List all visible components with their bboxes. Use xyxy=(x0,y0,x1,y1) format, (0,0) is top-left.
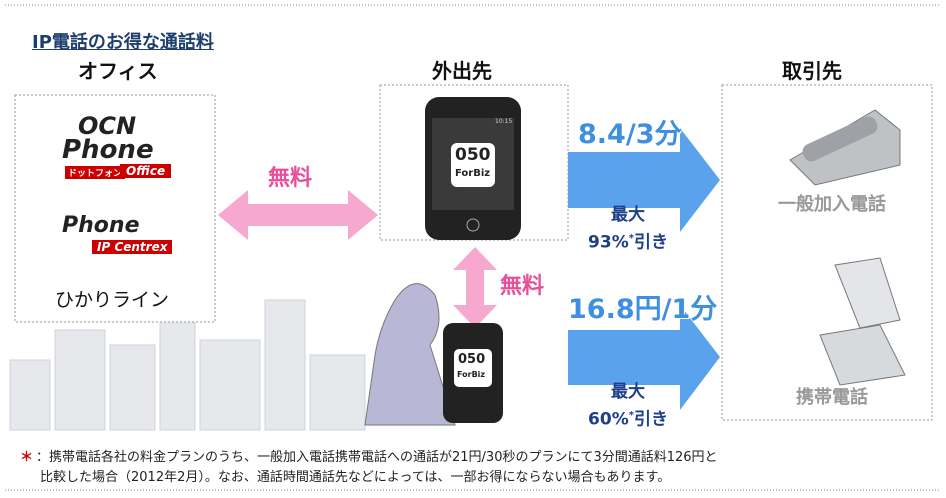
max-label: 最大 xyxy=(578,380,678,404)
rate-price: 16.8円/1分 xyxy=(568,287,717,326)
free-label: 無料 xyxy=(268,160,312,192)
discount: 93% xyxy=(588,233,629,253)
column-label: 外出先 xyxy=(432,55,492,84)
clock: 10:15 xyxy=(495,118,512,125)
footnote-mark: ＊ xyxy=(20,446,33,465)
column-label: オフィス xyxy=(78,55,158,84)
discount-suffix: 引き xyxy=(634,233,668,253)
free-arrow-vertical xyxy=(453,247,497,328)
rate-discount: 最大 60%*引き xyxy=(578,380,678,432)
logo-tag: Office xyxy=(120,164,171,178)
logo-tag: ドットフォン xyxy=(65,166,125,179)
logo-tag: IP Centrex xyxy=(92,240,172,254)
rate-discount: 最大 93%*引き xyxy=(578,203,678,255)
footnote: 比較した場合（2012年2月）。なお、通話時間通話先などによっては、一部お得にな… xyxy=(40,466,670,485)
target-label: 一般加入電話 xyxy=(778,190,886,216)
logo-text: Phone xyxy=(62,213,139,238)
app-name: ForBiz xyxy=(455,168,490,179)
discount-line: 60%*引き xyxy=(578,404,678,432)
person xyxy=(365,284,455,425)
free-arrow-horizontal xyxy=(218,190,378,240)
title: IP電話のお得な通話料 xyxy=(32,28,214,54)
free-label: 無料 xyxy=(500,268,544,300)
footnote: ：携帯電話各社の料金プランのうち、一般加入電話携帯電話への通話が21円/30秒の… xyxy=(36,446,718,465)
rate-price: 8.4/3分 xyxy=(578,112,681,151)
discount: 60% xyxy=(588,410,629,430)
max-label: 最大 xyxy=(578,203,678,227)
column-label: 取引先 xyxy=(782,55,842,84)
infographic: IP電話のお得な通話料 オフィス 外出先 取引先 OCN Phone ドットフォ… xyxy=(0,0,946,498)
app-number: 050 xyxy=(455,145,491,165)
discount-line: 93%*引き xyxy=(578,227,678,255)
app-name: ForBiz xyxy=(457,370,485,379)
target-label: 携帯電話 xyxy=(796,383,868,409)
logo-text: Phone xyxy=(62,135,154,165)
hikari-line: ひかりライン xyxy=(55,285,169,312)
discount-suffix: 引き xyxy=(634,410,668,430)
app-number: 050 xyxy=(458,352,485,367)
